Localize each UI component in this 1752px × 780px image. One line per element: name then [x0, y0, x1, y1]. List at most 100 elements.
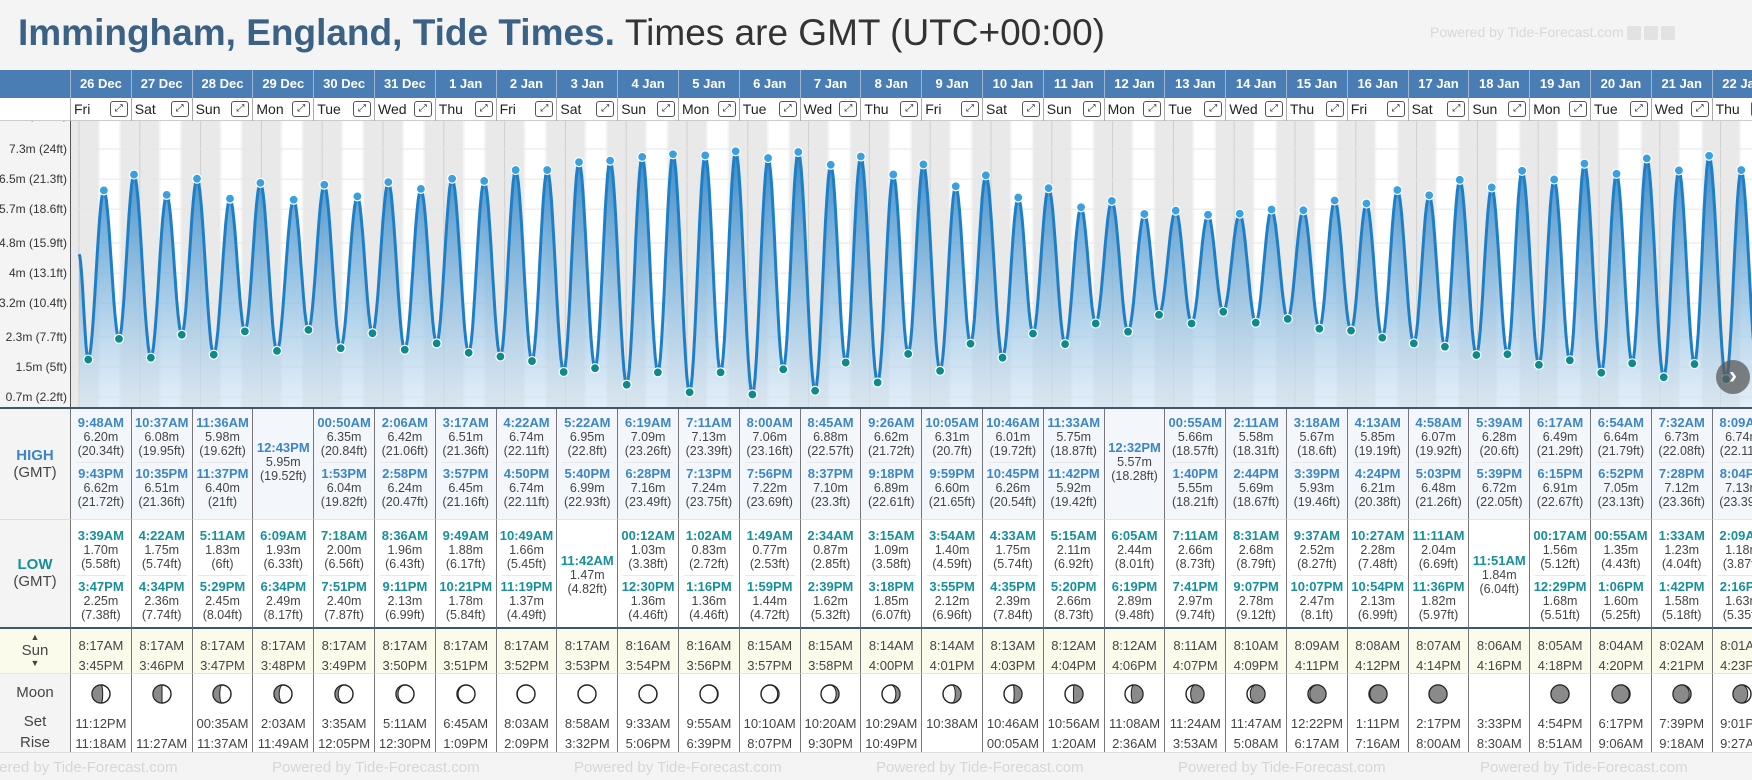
high-tide-point[interactable] — [447, 173, 458, 184]
expand-day-button[interactable]: ⤢ — [535, 101, 554, 117]
low-tide-point[interactable] — [1627, 358, 1638, 369]
low-tide-point[interactable] — [463, 347, 474, 358]
expand-day-button[interactable]: ⤢ — [109, 101, 128, 117]
high-tide-point[interactable] — [950, 181, 961, 192]
high-tide-point[interactable] — [1139, 208, 1150, 220]
low-tide-point[interactable] — [840, 357, 851, 368]
high-tide-point[interactable] — [980, 170, 991, 181]
low-tide-point[interactable] — [1153, 309, 1165, 320]
high-tide-point[interactable] — [1234, 208, 1245, 219]
low-tide-point[interactable] — [747, 389, 758, 400]
low-tide-point[interactable] — [1658, 372, 1669, 383]
low-tide-point[interactable] — [1218, 306, 1229, 317]
high-tide-point[interactable] — [573, 157, 585, 168]
high-tide-point[interactable] — [1611, 168, 1622, 179]
high-tide-point[interactable] — [1170, 205, 1181, 216]
low-tide-point[interactable] — [1564, 355, 1575, 366]
high-tide-point[interactable] — [1043, 183, 1054, 194]
expand-day-button[interactable]: ⤢ — [413, 101, 432, 117]
low-tide-point[interactable] — [965, 338, 976, 349]
low-tide-point[interactable] — [1471, 349, 1482, 361]
high-tide-point[interactable] — [191, 173, 203, 184]
high-tide-point[interactable] — [542, 164, 553, 176]
expand-day-button[interactable]: ⤢ — [656, 101, 675, 117]
high-tide-point[interactable] — [383, 176, 394, 188]
expand-day-button[interactable]: ⤢ — [352, 101, 371, 117]
expand-day-button[interactable]: ⤢ — [1447, 101, 1466, 117]
powered-by-link[interactable]: Powered by Tide-Forecast.com — [1430, 24, 1675, 41]
low-tide-point[interactable] — [558, 366, 569, 378]
low-tide-point[interactable] — [810, 385, 821, 396]
high-tide-point[interactable] — [98, 185, 109, 196]
low-tide-point[interactable] — [495, 351, 506, 362]
low-tide-point[interactable] — [303, 324, 314, 335]
high-tide-point[interactable] — [605, 155, 616, 166]
low-tide-point[interactable] — [113, 333, 125, 344]
high-tide-point[interactable] — [888, 169, 899, 180]
high-tide-point[interactable] — [1298, 205, 1309, 216]
low-tide-point[interactable] — [778, 364, 789, 375]
expand-day-button[interactable]: ⤢ — [1386, 101, 1405, 117]
expand-day-button[interactable]: ⤢ — [1508, 101, 1527, 117]
low-tide-point[interactable] — [1059, 339, 1071, 350]
high-tide-point[interactable] — [1486, 182, 1497, 193]
high-tide-point[interactable] — [1579, 158, 1590, 169]
expand-day-button[interactable]: ⤢ — [960, 101, 979, 117]
expand-day-button[interactable]: ⤢ — [474, 101, 493, 117]
low-tide-point[interactable] — [271, 345, 283, 357]
low-tide-point[interactable] — [652, 367, 663, 378]
low-tide-point[interactable] — [399, 344, 410, 355]
low-tide-point[interactable] — [621, 379, 632, 390]
high-tide-point[interactable] — [319, 179, 330, 190]
high-tide-point[interactable] — [1329, 195, 1340, 206]
low-tide-point[interactable] — [1439, 341, 1451, 352]
high-tide-point[interactable] — [1549, 174, 1560, 185]
low-tide-point[interactable] — [1596, 367, 1607, 378]
high-tide-point[interactable] — [762, 152, 774, 164]
low-tide-point[interactable] — [431, 338, 442, 349]
high-tide-point[interactable] — [1704, 150, 1715, 161]
high-tide-point[interactable] — [1454, 174, 1465, 185]
low-tide-point[interactable] — [934, 365, 946, 376]
high-tide-point[interactable] — [918, 159, 929, 170]
low-tide-point[interactable] — [903, 348, 914, 360]
high-tide-point[interactable] — [255, 177, 266, 188]
expand-day-button[interactable]: ⤢ — [1264, 101, 1283, 117]
high-tide-point[interactable] — [1641, 153, 1652, 164]
low-tide-point[interactable] — [1122, 326, 1134, 337]
low-tide-point[interactable] — [367, 328, 378, 339]
low-tide-point[interactable] — [1377, 332, 1388, 343]
high-tide-point[interactable] — [1202, 209, 1214, 220]
low-tide-point[interactable] — [1533, 359, 1545, 370]
low-tide-point[interactable] — [83, 354, 94, 365]
low-tide-point[interactable] — [1186, 318, 1197, 329]
expand-day-button[interactable]: ⤢ — [1204, 101, 1223, 117]
high-tide-point[interactable] — [288, 194, 299, 205]
low-tide-point[interactable] — [872, 377, 883, 388]
high-tide-point[interactable] — [510, 164, 521, 176]
low-tide-point[interactable] — [1408, 338, 1419, 349]
high-tide-point[interactable] — [700, 150, 711, 161]
low-tide-point[interactable] — [684, 387, 695, 398]
expand-day-button[interactable]: ⤢ — [778, 101, 797, 117]
high-tide-point[interactable] — [637, 151, 648, 162]
high-tide-point[interactable] — [1673, 165, 1684, 176]
expand-day-button[interactable]: ⤢ — [1082, 101, 1101, 117]
expand-day-button[interactable]: ⤢ — [170, 101, 189, 117]
high-tide-point[interactable] — [1392, 184, 1403, 196]
expand-day-button[interactable]: ⤢ — [839, 101, 858, 117]
low-tide-point[interactable] — [1250, 317, 1261, 328]
low-tide-point[interactable] — [997, 352, 1008, 363]
high-tide-point[interactable] — [161, 189, 172, 200]
low-tide-point[interactable] — [1314, 323, 1325, 334]
high-tide-point[interactable] — [128, 169, 140, 180]
low-tide-point[interactable] — [145, 352, 156, 363]
high-tide-point[interactable] — [825, 159, 836, 170]
expand-day-button[interactable]: ⤢ — [1690, 101, 1709, 117]
low-tide-point[interactable] — [1502, 349, 1513, 360]
high-tide-point[interactable] — [1266, 204, 1277, 215]
low-tide-point[interactable] — [1345, 325, 1357, 336]
expand-day-button[interactable]: ⤢ — [900, 101, 919, 117]
low-tide-point[interactable] — [526, 355, 538, 367]
high-tide-point[interactable] — [352, 191, 363, 202]
